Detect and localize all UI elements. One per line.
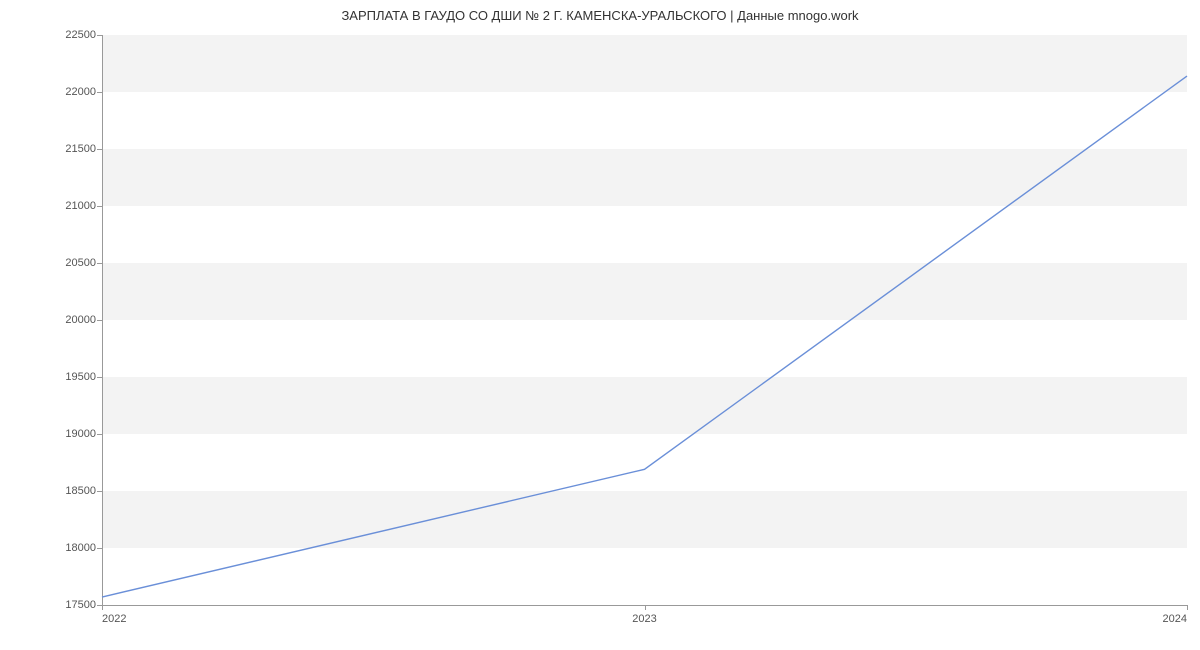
y-tick-label: 19500	[65, 371, 96, 383]
y-tick-label: 18500	[65, 485, 96, 497]
y-tick-label: 17500	[65, 599, 96, 611]
x-tick-label: 2022	[102, 613, 126, 625]
y-tick-label: 21000	[65, 200, 96, 212]
salary-line-chart: ЗАРПЛАТА В ГАУДО СО ДШИ № 2 Г. КАМЕНСКА-…	[0, 0, 1200, 650]
plot-area: 1750018000185001900019500200002050021000…	[102, 35, 1187, 605]
y-tick-label: 20500	[65, 257, 96, 269]
y-tick-label: 21500	[65, 143, 96, 155]
x-tick-label: 2024	[1163, 613, 1187, 625]
y-tick-label: 19000	[65, 428, 96, 440]
x-tick-label: 2023	[632, 613, 656, 625]
y-tick-label: 20000	[65, 314, 96, 326]
chart-title: ЗАРПЛАТА В ГАУДО СО ДШИ № 2 Г. КАМЕНСКА-…	[0, 8, 1200, 23]
line-series	[102, 35, 1187, 605]
series-line	[102, 76, 1187, 597]
x-tick-mark	[1187, 605, 1188, 610]
y-tick-label: 22000	[65, 86, 96, 98]
y-tick-label: 18000	[65, 542, 96, 554]
x-axis-line	[102, 605, 1187, 606]
y-tick-label: 22500	[65, 29, 96, 41]
